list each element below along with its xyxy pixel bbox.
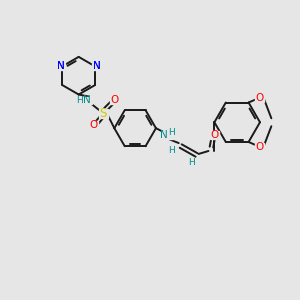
Bar — [56, 63, 65, 70]
Text: H: H — [168, 128, 175, 137]
Bar — [162, 131, 176, 139]
Text: N: N — [93, 61, 101, 71]
Bar — [210, 131, 219, 139]
Text: O: O — [110, 95, 118, 106]
Bar — [89, 121, 98, 129]
Text: S: S — [100, 107, 107, 120]
Text: H: H — [168, 146, 175, 155]
Bar — [99, 109, 108, 118]
Text: N: N — [56, 61, 64, 71]
Text: N: N — [93, 61, 101, 71]
Text: N: N — [160, 130, 168, 140]
Text: H: H — [76, 96, 83, 105]
Text: H: H — [188, 158, 195, 167]
Text: N: N — [56, 61, 64, 71]
Bar — [255, 143, 264, 151]
Bar — [255, 94, 264, 101]
Bar — [92, 63, 101, 70]
Bar — [110, 97, 119, 104]
Bar — [78, 97, 92, 104]
Text: O: O — [255, 93, 264, 103]
Text: N: N — [83, 95, 91, 106]
Text: O: O — [255, 142, 264, 152]
Text: O: O — [89, 120, 98, 130]
Text: O: O — [210, 130, 218, 140]
